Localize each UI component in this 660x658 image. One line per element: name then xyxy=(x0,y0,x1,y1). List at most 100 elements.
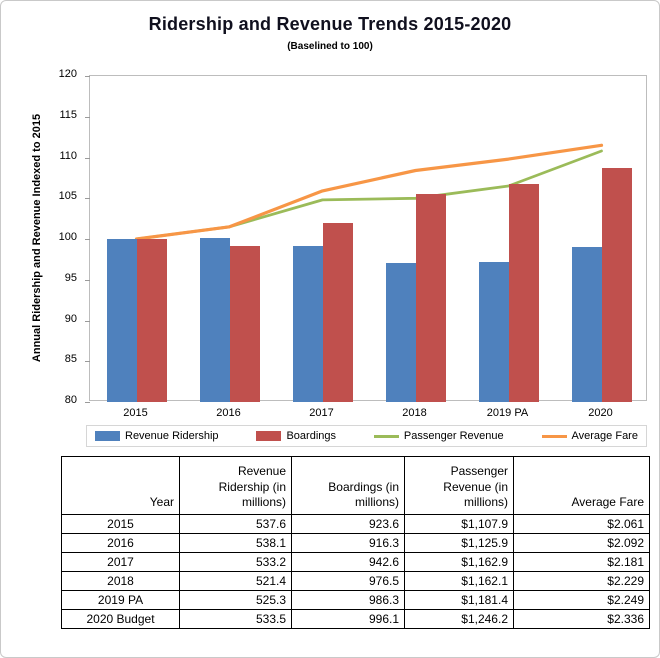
legend-swatch-revenue-ridership xyxy=(95,431,120,441)
cell-2020-budget-3: $1,246.2 xyxy=(404,609,514,629)
cell-2017-2: 942.6 xyxy=(291,552,405,572)
legend-item-average-fare: Average Fare xyxy=(541,430,638,442)
legend-item-passenger-revenue: Passenger Revenue xyxy=(373,430,504,442)
cell-2018-2: 976.5 xyxy=(291,571,405,591)
y-tick-mark-80 xyxy=(85,402,90,403)
cell-2020-budget-1: 533.5 xyxy=(179,609,292,629)
bar-revenue-ridership-2017 xyxy=(292,245,323,402)
cell-2017-4: $2.181 xyxy=(513,552,650,572)
line-series-overlay xyxy=(134,143,604,241)
y-tick-120: 120 xyxy=(58,68,77,80)
x-tick-2017: 2017 xyxy=(309,407,334,419)
y-axis-label: Annual Ridership and Revenue Indexed to … xyxy=(31,113,43,363)
cell-2018-4: $2.229 xyxy=(513,571,650,591)
bar-boardings-2019-pa xyxy=(508,183,539,402)
y-tick-85: 85 xyxy=(64,353,77,366)
chart-subtitle: (Baselined to 100) xyxy=(287,41,373,52)
table-row-2020-budget: 2020 Budget 533.5 996.1 $1,246.2 $2.336 xyxy=(61,609,650,629)
cell-2020-budget-4: $2.336 xyxy=(513,609,650,629)
cell-2017-1: 533.2 xyxy=(179,552,292,572)
y-tick-95: 95 xyxy=(64,271,77,284)
bar-revenue-ridership-2015 xyxy=(106,239,137,402)
plot-area xyxy=(85,75,647,403)
y-tick-90: 90 xyxy=(64,312,77,325)
x-tick-2016: 2016 xyxy=(216,407,241,419)
cell-2018-0: 2018 xyxy=(61,571,180,591)
y-tick-mark-95 xyxy=(85,279,90,281)
cell-2020-budget-2: 996.1 xyxy=(291,609,405,629)
table-row-2016: 2016 538.1 916.3 $1,125.9 $2.092 xyxy=(61,533,650,553)
x-tick-2015: 2015 xyxy=(123,407,148,419)
legend-item-revenue-ridership: Revenue Ridership xyxy=(95,430,219,442)
legend-swatch-passenger-revenue xyxy=(373,434,399,438)
y-tick-115: 115 xyxy=(59,108,77,121)
cell-2019-pa-1: 525.3 xyxy=(179,590,292,610)
y-tick-mark-110 xyxy=(85,157,90,159)
legend-swatch-boardings xyxy=(256,431,282,441)
cell-2020-budget-0: 2020 Budget xyxy=(61,609,180,629)
col-header-3: Passenger Revenue (in millions) xyxy=(404,456,514,515)
bar-boardings-2016 xyxy=(229,245,260,402)
line-average-fare xyxy=(134,143,604,241)
x-tick-2020: 2020 xyxy=(588,407,613,419)
legend-swatch-average-fare xyxy=(541,434,567,438)
bar-revenue-ridership-2020 xyxy=(571,247,602,402)
bar-revenue-ridership-2018 xyxy=(385,263,416,402)
legend-label-revenue-ridership: Revenue Ridership xyxy=(125,430,219,442)
bar-boardings-2018 xyxy=(415,194,446,402)
cell-2019-pa-2: 986.3 xyxy=(291,590,405,610)
chart-title: Ridership and Revenue Trends 2015-2020 xyxy=(148,14,512,34)
bar-boardings-2017 xyxy=(322,222,353,402)
y-tick-mark-90 xyxy=(85,320,90,322)
legend-item-boardings: Boardings xyxy=(256,430,336,442)
y-tick-100: 100 xyxy=(58,231,77,243)
col-header-2: Boardings (in millions) xyxy=(291,456,405,515)
cell-2018-3: $1,162.1 xyxy=(404,571,514,591)
cell-2016-2: 916.3 xyxy=(291,533,405,553)
table-row-2019-pa: 2019 PA 525.3 986.3 $1,181.4 $2.249 xyxy=(61,590,650,610)
y-tick-mark-85 xyxy=(85,361,90,363)
y-tick-mark-100 xyxy=(85,239,90,240)
cell-2019-pa-4: $2.249 xyxy=(513,590,650,610)
x-tick-2019-pa: 2019 PA xyxy=(486,407,529,419)
table-row-2015: 2015 537.6 923.6 $1,107.9 $2.061 xyxy=(61,514,650,534)
legend-label-boardings: Boardings xyxy=(286,430,337,442)
bar-boardings-2015 xyxy=(136,239,167,402)
cell-2016-0: 2016 xyxy=(61,533,180,553)
table-header: Year Revenue Ridership (in millions) Board… xyxy=(61,456,650,515)
table-body: 2015 537.6 923.6 $1,107.9 $2.061 2016 538.1 916… xyxy=(61,514,650,629)
legend-label-average-fare: Average Fare xyxy=(571,430,638,442)
y-tick-80: 80 xyxy=(64,394,77,406)
legend-label-passenger-revenue: Passenger Revenue xyxy=(403,430,504,442)
y-tick-110: 110 xyxy=(59,149,77,162)
x-tick-2018: 2018 xyxy=(402,407,427,419)
col-header-4: Average Fare xyxy=(513,456,650,515)
y-tick-mark-120 xyxy=(85,76,90,77)
bar-revenue-ridership-2016 xyxy=(199,238,230,402)
y-tick-mark-115 xyxy=(85,116,90,118)
table-row-2017: 2017 533.2 942.6 $1,162.9 $2.181 xyxy=(61,552,650,572)
cell-2015-2: 923.6 xyxy=(291,514,405,534)
cell-2016-3: $1,125.9 xyxy=(404,533,514,553)
table-row-2018: 2018 521.4 976.5 $1,162.1 $2.229 xyxy=(61,571,650,591)
cell-2016-4: $2.092 xyxy=(513,533,650,553)
cell-2019-pa-0: 2019 PA xyxy=(61,590,180,610)
table-header-row: Year Revenue Ridership (in millions) Board… xyxy=(61,456,650,515)
cell-2018-1: 521.4 xyxy=(179,571,292,591)
cell-2019-pa-3: $1,181.4 xyxy=(404,590,514,610)
x-axis-labels: 2015 2016 2017 2018 2019 PA 2020 xyxy=(89,407,647,423)
cell-2017-3: $1,162.9 xyxy=(404,552,514,572)
y-axis-ticks: 120 115 110 105 100 95 90 85 80 xyxy=(47,68,83,406)
bar-boardings-2020 xyxy=(601,168,632,402)
bar-revenue-ridership-2019-pa xyxy=(478,261,509,402)
y-tick-105: 105 xyxy=(58,190,77,203)
y-tick-mark-105 xyxy=(85,198,90,200)
data-table: Year Revenue Ridership (in millions) Board… xyxy=(61,456,650,629)
cell-2015-1: 537.6 xyxy=(179,514,292,534)
col-header-0: Year xyxy=(61,456,180,515)
cell-2017-0: 2017 xyxy=(61,552,180,572)
cell-2015-0: 2015 xyxy=(61,514,180,534)
cell-2015-3: $1,107.9 xyxy=(404,514,514,534)
col-header-1: Revenue Ridership (in millions) xyxy=(179,456,292,515)
